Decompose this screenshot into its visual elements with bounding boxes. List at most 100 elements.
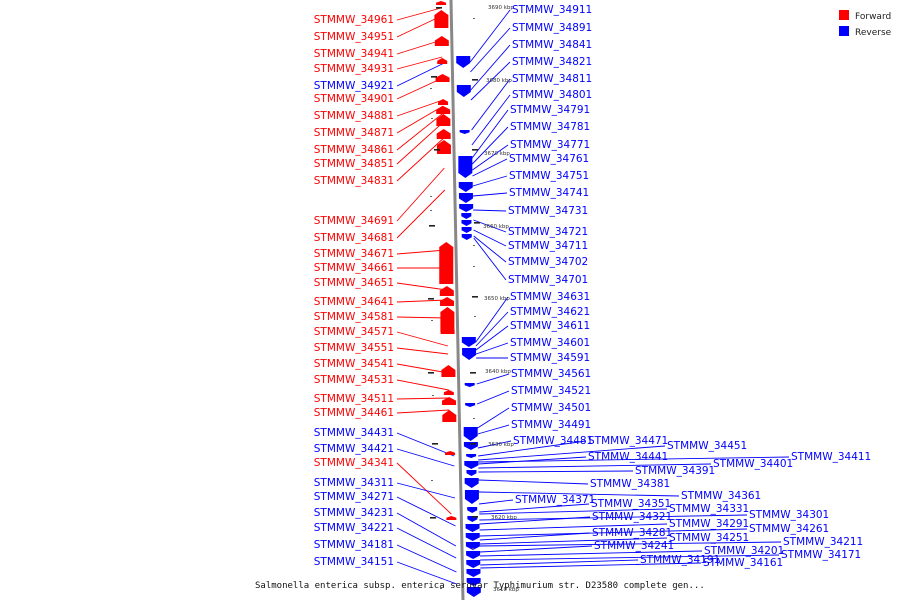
minor-mark-5 — [430, 196, 432, 197]
minor-mark-10 — [432, 395, 434, 396]
leader-stmmw-34681 — [396, 189, 446, 239]
gene-label-stmmw-34391: STMMW_34391 — [635, 465, 715, 477]
scale-tick-label: 3650 kbp — [484, 296, 510, 302]
gene-label-stmmw-34421: STMMW_34421 — [314, 443, 394, 455]
gene-label-stmmw-34271: STMMW_34271 — [314, 491, 394, 503]
reverse-gene-29 — [466, 560, 481, 568]
leader-stmmw-34561 — [476, 373, 510, 385]
gene-label-stmmw-34211: STMMW_34211 — [783, 536, 863, 548]
leader-stmmw-34651 — [396, 282, 447, 291]
leader-stmmw-34671 — [396, 249, 447, 255]
forward-gene-21 — [446, 516, 457, 520]
leader-stmmw-34301 — [479, 514, 748, 521]
gene-label-stmmw-34701: STMMW_34701 — [508, 274, 588, 286]
forward-gene-1 — [436, 1, 447, 5]
forward-gene-13 — [440, 297, 455, 306]
leader-stmmw-34851 — [396, 121, 444, 165]
gene-label-stmmw-34661: STMMW_34661 — [314, 262, 394, 274]
leader-stmmw-34371 — [479, 499, 514, 505]
gene-label-stmmw-34261: STMMW_34261 — [749, 523, 829, 535]
leader-stmmw-34581 — [396, 316, 448, 319]
gene-label-stmmw-34551: STMMW_34551 — [314, 342, 394, 354]
leader-stmmw-34931 — [396, 56, 443, 70]
gene-label-stmmw-34531: STMMW_34531 — [314, 374, 394, 386]
leader-stmmw-34521 — [476, 390, 510, 405]
legend-forward-swatch — [839, 10, 849, 20]
gene-label-stmmw-34361: STMMW_34361 — [681, 490, 761, 502]
minor-mark-8 — [431, 320, 433, 321]
reverse-gene-4 — [458, 156, 473, 178]
gene-label-stmmw-34561: STMMW_34561 — [511, 368, 591, 380]
legend-forward-label: Forward — [855, 12, 891, 22]
gene-label-stmmw-34721: STMMW_34721 — [508, 226, 588, 238]
leader-stmmw-34901 — [396, 77, 443, 100]
scale-tick-label: 3670 kbp — [484, 151, 510, 157]
gene-label-stmmw-34901: STMMW_34901 — [314, 93, 394, 105]
forward-gene-2 — [434, 10, 449, 28]
gene-label-stmmw-34631: STMMW_34631 — [510, 291, 590, 303]
reverse-gene-3 — [459, 130, 470, 134]
gene-label-stmmw-34702: STMMW_34702 — [508, 256, 588, 268]
leader-stmmw-34891 — [470, 27, 511, 73]
gene-label-stmmw-34841: STMMW_34841 — [512, 39, 592, 51]
leader-stmmw-34601 — [475, 342, 509, 355]
scale-tick-label: 3660 kbp — [483, 224, 509, 230]
leader-stmmw-34291 — [479, 523, 668, 531]
reverse-gene-31 — [466, 578, 481, 586]
leader-lines — [396, 7, 790, 585]
leader-stmmw-34741 — [472, 192, 508, 197]
leader-stmmw-34161 — [480, 562, 702, 569]
leader-stmmw-34241 — [480, 545, 593, 553]
tick-mark-7 — [429, 225, 435, 227]
legend: Forward Reverse — [839, 10, 892, 38]
forward-gene-7 — [436, 106, 451, 114]
leader-stmmw-34701 — [473, 237, 507, 281]
forward-gene-9 — [436, 129, 451, 139]
forward-gene-10 — [436, 140, 451, 154]
reverse-gene-28 — [466, 551, 481, 559]
leader-stmmw-34231 — [396, 512, 457, 547]
scale-tick-label: 3640 kbp — [485, 369, 511, 375]
reverse-gene-15 — [465, 403, 476, 407]
reverse-gene-22 — [464, 490, 479, 504]
forward-gene-15 — [440, 326, 455, 334]
tick-mark-15 — [430, 517, 436, 519]
leader-stmmw-34751 — [472, 175, 508, 187]
leader-stmmw-34781 — [471, 126, 509, 165]
legend-reverse-label: Reverse — [855, 28, 892, 38]
gene-label-stmmw-34831: STMMW_34831 — [314, 175, 394, 187]
tick-mark-10 — [470, 372, 476, 374]
sequence-backbone — [449, 0, 465, 600]
forward-gene-20 — [445, 451, 456, 455]
gene-label-stmmw-34711: STMMW_34711 — [508, 240, 588, 252]
gene-label-stmmw-34771: STMMW_34771 — [510, 139, 590, 151]
gene-label-stmmw-34441: STMMW_34441 — [588, 451, 668, 463]
reverse-gene-9 — [461, 220, 472, 226]
reverse-gene-23 — [467, 507, 478, 513]
minor-mark-13 — [472, 548, 474, 549]
tick-mark-1 — [436, 7, 442, 9]
reverse-gene-1 — [456, 56, 471, 68]
tick-mark-14 — [472, 516, 478, 518]
minor-mark-2 — [430, 88, 432, 89]
gene-label-stmmw-34911: STMMW_34911 — [512, 4, 592, 16]
tick-mark-2 — [431, 76, 437, 78]
reverse-gene-30 — [466, 569, 481, 577]
gene-label-stmmw-34501: STMMW_34501 — [511, 402, 591, 414]
gene-label-stmmw-34891: STMMW_34891 — [512, 22, 592, 34]
gene-label-stmmw-34331: STMMW_34331 — [669, 503, 749, 515]
scale-tick-label: 3630 kbp — [488, 442, 514, 448]
forward-gene-11 — [439, 242, 454, 284]
reverse-gene-19 — [464, 461, 479, 469]
gene-label-stmmw-34471: STMMW_34471 — [588, 435, 668, 447]
tick-mark-6 — [474, 222, 480, 224]
reverse-gene-25 — [465, 524, 480, 532]
tick-mark-5 — [434, 149, 440, 151]
leader-stmmw-34171 — [480, 554, 780, 561]
leader-stmmw-34401 — [478, 463, 712, 469]
gene-label-stmmw-34621: STMMW_34621 — [510, 306, 590, 318]
reverse-gene-7 — [459, 204, 474, 212]
leader-stmmw-34201 — [480, 550, 703, 557]
gene-label-stmmw-34611: STMMW_34611 — [510, 320, 590, 332]
